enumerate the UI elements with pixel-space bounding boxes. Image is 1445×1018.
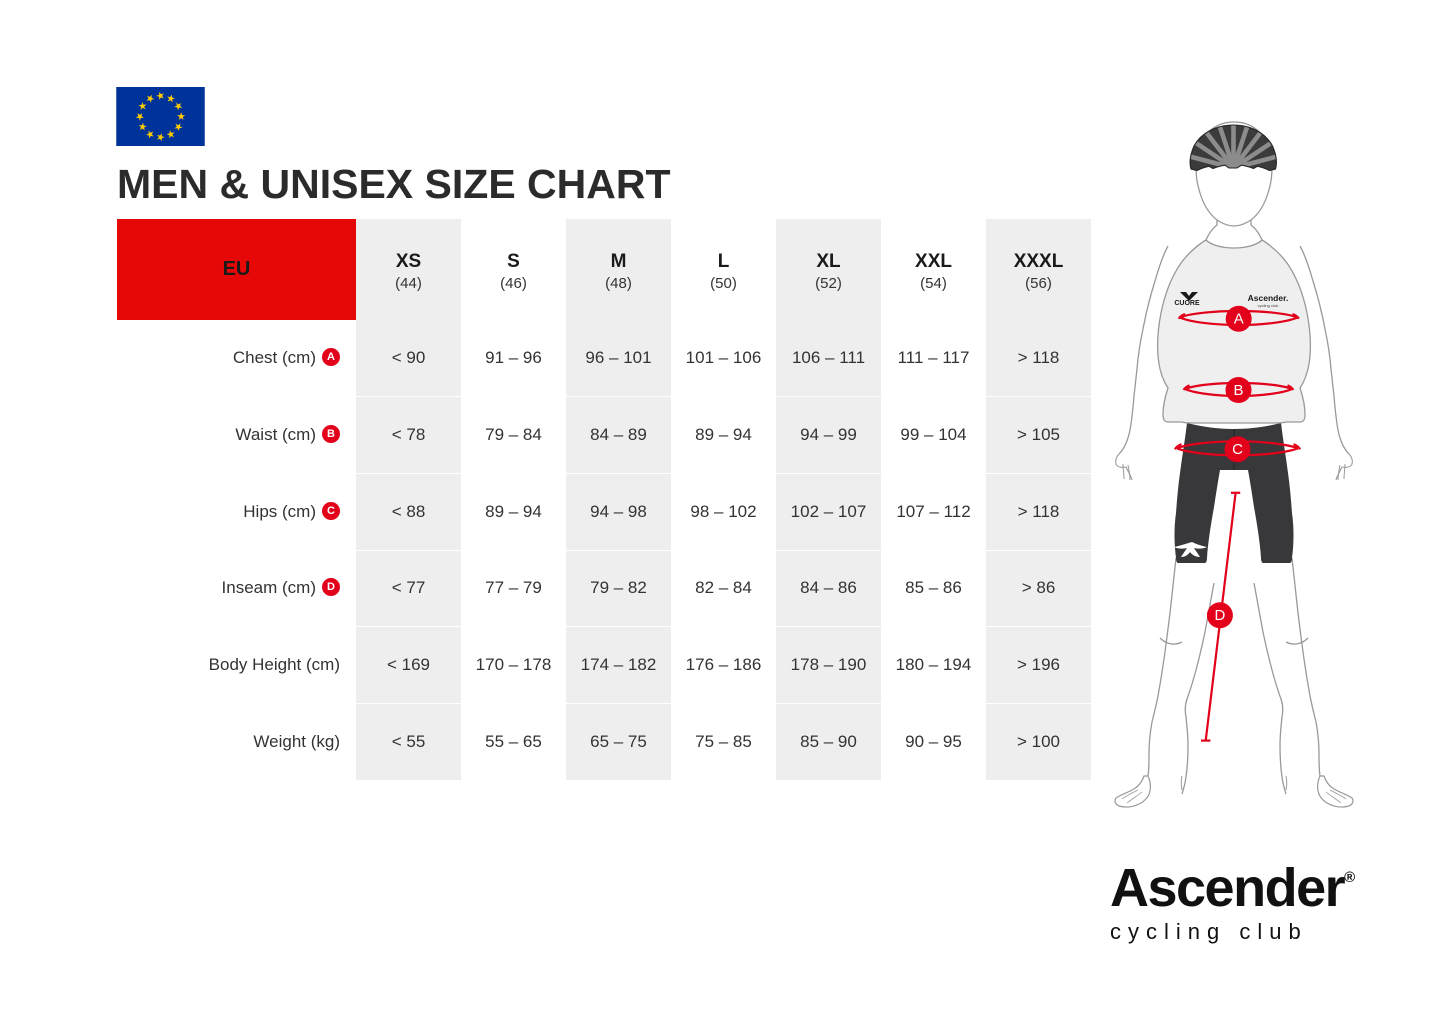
svg-text:C: C (1232, 441, 1243, 458)
svg-text:D: D (1214, 607, 1225, 624)
svg-text:B: B (1233, 382, 1243, 399)
svg-text:cycling club: cycling club (1258, 303, 1279, 308)
svg-text:Ascender.: Ascender. (1248, 293, 1289, 303)
svg-text:CUORE: CUORE (1174, 300, 1200, 307)
svg-text:A: A (1234, 311, 1244, 328)
